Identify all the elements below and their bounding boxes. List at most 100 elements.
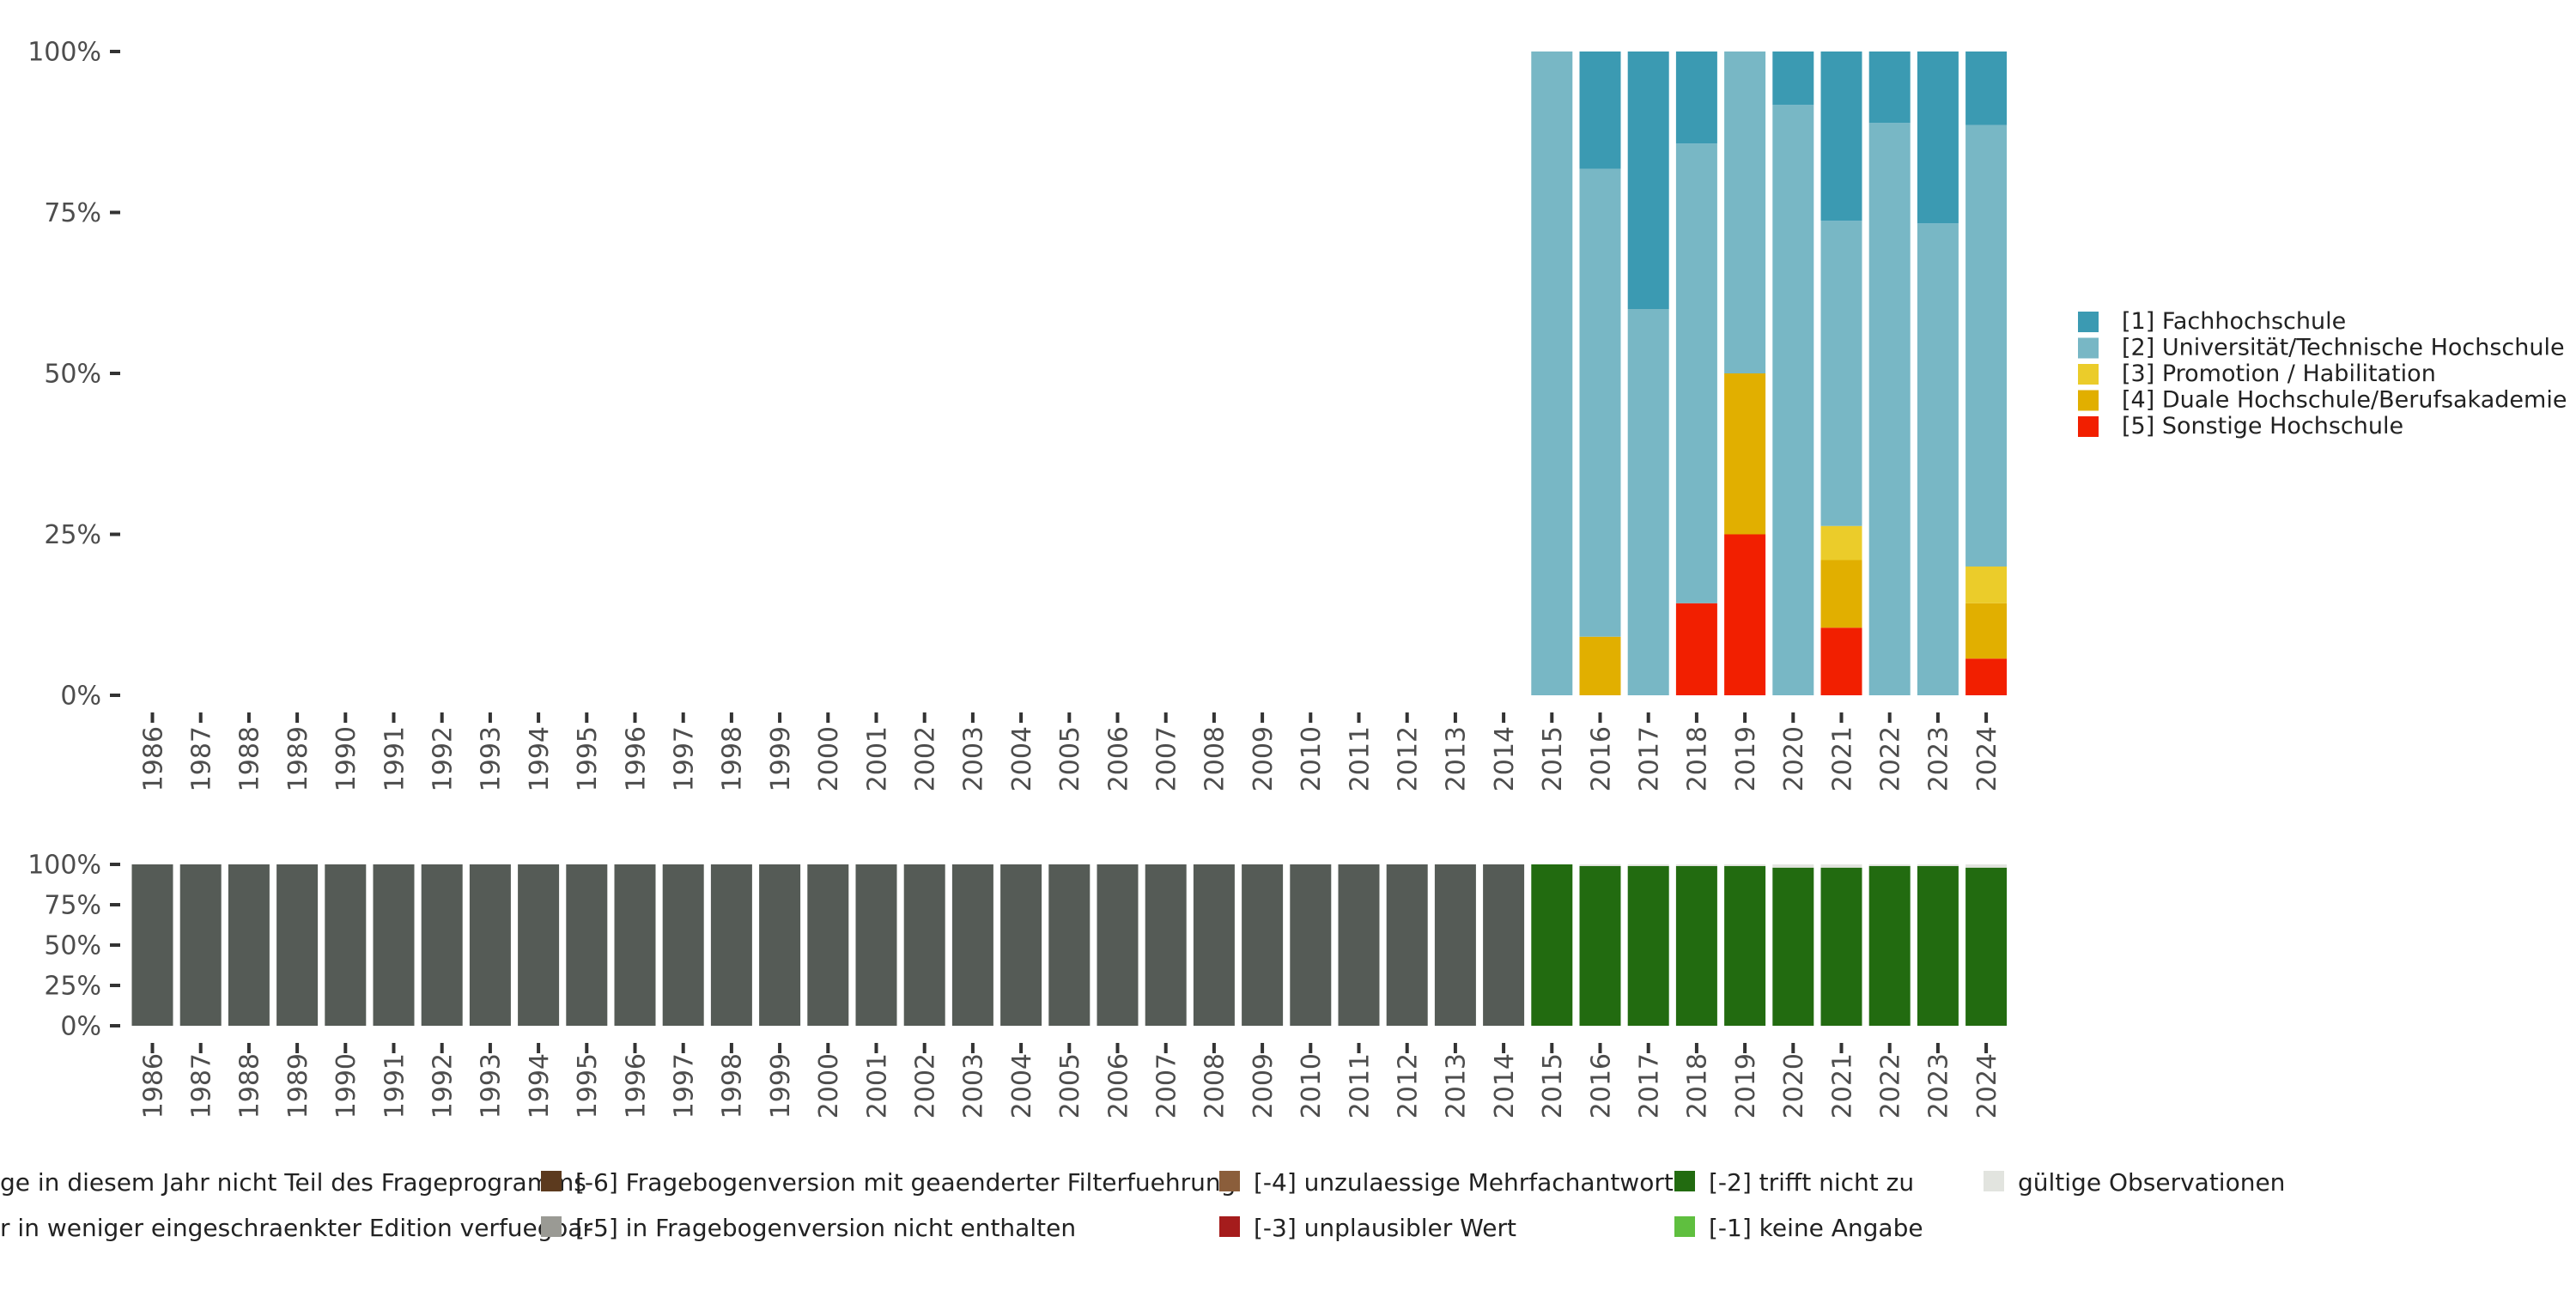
main-x-tick-label: 2006 <box>1103 726 1133 791</box>
main-x-tick-label: 1987 <box>187 726 217 791</box>
main-bar-2019-series-1 <box>1724 373 1766 535</box>
missing-bar-1994-series-3 <box>518 864 560 1026</box>
missing-x-tick-label: 2020 <box>1779 1053 1809 1118</box>
missing-bar-2023-series-2 <box>1917 864 1959 866</box>
main-x-tick-label: 2008 <box>1200 726 1230 791</box>
main-bar-2024-series-0 <box>1965 658 2008 695</box>
missing-bar-1996-series-3 <box>614 864 656 1026</box>
missing-x-tick-label: 2011 <box>1345 1053 1375 1118</box>
missing-x-tick-label: 1987 <box>187 1053 217 1118</box>
main-y-tick-label: 25% <box>44 520 101 550</box>
missing-x-tick-label: 2002 <box>911 1053 941 1118</box>
main-legend-key <box>2078 337 2099 359</box>
missing-x-tick-label: 2004 <box>1007 1053 1037 1118</box>
main-legend-key <box>2078 364 2099 385</box>
missing-bar-2023-series-1 <box>1917 865 1959 1026</box>
main-bar-2021-series-0 <box>1820 627 1862 695</box>
main-bar-2022-series-3 <box>1868 123 1911 695</box>
missing-x-tick-label: 1990 <box>331 1053 361 1118</box>
missing-x-tick-label: 1999 <box>766 1053 796 1118</box>
main-x-tick-label: 2009 <box>1249 726 1279 791</box>
main-x-tick-label: 2005 <box>1055 726 1085 791</box>
missing-legend-key <box>1674 1216 1695 1237</box>
missing-bar-1990-series-3 <box>325 864 367 1026</box>
missing-bar-2016-series-1 <box>1579 865 1621 1026</box>
missing-x-tick-label: 1995 <box>573 1053 603 1118</box>
missing-bar-1989-series-3 <box>276 864 319 1026</box>
missing-legend-label: [-3] unplausibler Wert <box>1254 1214 1516 1242</box>
main-x-tick-label: 1998 <box>718 726 748 791</box>
main-x-tick-label: 1997 <box>670 726 700 791</box>
main-bar-2021-series-3 <box>1820 221 1862 526</box>
missing-bar-2011-series-3 <box>1338 864 1380 1026</box>
main-y-tick-label: 50% <box>44 360 101 390</box>
missing-bar-2017-series-1 <box>1627 865 1669 1026</box>
missing-legend-key <box>1219 1171 1240 1191</box>
missing-legend-label: [-6] Fragebogenversion mit geaenderter F… <box>575 1168 1236 1197</box>
main-x-tick-label: 1995 <box>573 726 603 791</box>
main-bar-2019-series-0 <box>1724 534 1766 695</box>
main-x-tick-label: 2014 <box>1490 726 1520 791</box>
main-x-tick-label: 2010 <box>1297 726 1327 791</box>
missing-bar-2012-series-3 <box>1386 864 1428 1026</box>
missing-bar-2001-series-3 <box>855 864 897 1026</box>
missing-bar-1999-series-3 <box>759 864 801 1026</box>
missing-bar-1997-series-3 <box>662 864 704 1026</box>
missing-x-tick-label: 2003 <box>959 1053 989 1118</box>
missing-bar-2008-series-3 <box>1193 864 1235 1026</box>
main-bar-2019-series-3 <box>1724 52 1766 373</box>
missing-x-tick-label: 2017 <box>1635 1053 1665 1118</box>
main-bar-2017-series-4 <box>1627 52 1669 309</box>
main-bar-2022-series-4 <box>1868 52 1911 124</box>
missing-legend-label: ge in diesem Jahr nicht Teil des Fragepr… <box>0 1168 586 1197</box>
main-legend-key <box>2078 312 2099 332</box>
missing-x-tick-label: 2019 <box>1731 1053 1761 1118</box>
main-legend-key <box>2078 390 2099 411</box>
missing-x-tick-label: 1991 <box>380 1053 410 1118</box>
main-x-tick-label: 1992 <box>428 726 459 791</box>
missing-bar-2021-series-2 <box>1820 864 1862 868</box>
missing-legend-label: [-5] in Fragebogenversion nicht enthalte… <box>575 1214 1076 1242</box>
missing-legend-key <box>1674 1171 1695 1191</box>
missing-bar-2018-series-2 <box>1675 864 1717 866</box>
main-x-tick-label: 2004 <box>1007 726 1037 791</box>
missing-legend: ge in diesem Jahr nicht Teil des Fragepr… <box>0 1168 2285 1242</box>
main-bar-2016-series-4 <box>1579 52 1621 169</box>
missing-legend-label: [-2] trifft nicht zu <box>1709 1168 1914 1197</box>
main-bar-2024-series-2 <box>1965 567 2008 603</box>
main-bar-2024-series-1 <box>1965 603 2008 659</box>
main-x-tick-label: 1999 <box>766 726 796 791</box>
missing-bar-2000-series-3 <box>807 864 849 1026</box>
missing-bar-2019-series-2 <box>1724 864 1766 866</box>
missing-bar-2018-series-1 <box>1675 865 1717 1026</box>
missing-legend-label: [-1] keine Angabe <box>1709 1214 1923 1242</box>
main-x-tick-label: 2002 <box>911 726 941 791</box>
missing-x-tick-label: 1989 <box>283 1053 313 1118</box>
main-bar-2017-series-3 <box>1627 309 1669 695</box>
missing-y-tick-label: 25% <box>44 972 101 1002</box>
main-bar-2016-series-1 <box>1579 636 1621 695</box>
main-x-tick-label: 2000 <box>814 726 844 791</box>
main-legend-label: [3] Promotion / Habilitation <box>2122 361 2436 387</box>
missing-bar-2020-series-2 <box>1772 864 1814 868</box>
main-bar-2024-series-3 <box>1965 124 2008 567</box>
main-x-tick-label: 2022 <box>1876 726 1906 791</box>
missing-bar-1991-series-3 <box>373 864 415 1026</box>
main-x-tick-label: 2012 <box>1394 726 1424 791</box>
missing-plot-panel: 0% 25% 50% 75% 100% 1986 1987 1988 1989 1990 1991 1… <box>27 851 2008 1118</box>
missing-x-tick-label: 2023 <box>1924 1053 1954 1118</box>
missing-bar-2010-series-3 <box>1290 864 1332 1026</box>
missing-x-tick-label: 2013 <box>1442 1053 1472 1118</box>
missing-bar-1993-series-3 <box>469 864 511 1026</box>
main-bar-2015-series-3 <box>1531 52 1573 695</box>
missing-bar-2022-series-2 <box>1868 864 1911 866</box>
missing-bar-1986-series-3 <box>131 864 173 1026</box>
missing-y-tick-label: 75% <box>44 891 101 921</box>
missing-bar-2007-series-3 <box>1145 864 1187 1026</box>
missing-x-tick-label: 2005 <box>1055 1053 1085 1118</box>
main-plot-panel: 0% 25% 50% 75% 100% 1986 1987 1988 1989 1990 1991 1… <box>27 38 2008 791</box>
missing-bar-1992-series-3 <box>421 864 463 1026</box>
main-y-tick-label: 100% <box>27 38 101 68</box>
main-x-tick-label: 1991 <box>380 726 410 791</box>
